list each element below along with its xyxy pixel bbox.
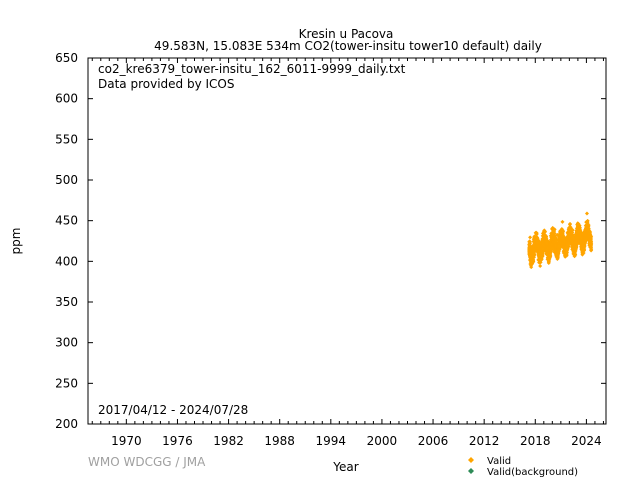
- y-tick-label: 550: [55, 132, 78, 146]
- legend-label-valid-background: Valid(background): [487, 467, 578, 478]
- data-point: [586, 223, 591, 228]
- data-point: [561, 229, 566, 234]
- data-point: [538, 263, 543, 268]
- data-point: [588, 230, 593, 235]
- data-point: [539, 257, 544, 262]
- data-point: [564, 250, 569, 255]
- data-point: [527, 241, 532, 246]
- data-point: [534, 231, 539, 236]
- x-tick-label: 2024: [571, 434, 602, 448]
- provider-annotation: Data provided by ICOS: [98, 77, 234, 91]
- data-point: [589, 234, 594, 239]
- x-tick-label: 1970: [111, 434, 142, 448]
- y-tick-label: 250: [55, 376, 78, 390]
- data-point: [531, 259, 536, 264]
- x-tick-label: 2018: [520, 434, 551, 448]
- data-point: [589, 246, 594, 251]
- data-points: [527, 211, 594, 270]
- y-tick-label: 600: [55, 92, 78, 106]
- axes: 200 250 300 350 400 450 500 550 600 650 1970 1976 19…: [55, 51, 607, 448]
- plot-frame: [87, 57, 607, 425]
- x-tick-label: 2012: [469, 434, 500, 448]
- data-point: [582, 244, 587, 249]
- data-point: [540, 253, 545, 258]
- y-tick-label: 300: [55, 336, 78, 350]
- credit-text: WMO WDCGG / JMA: [88, 455, 206, 469]
- y-tick-label: 450: [55, 214, 78, 228]
- data-point: [584, 211, 589, 216]
- legend-marker-valid-background: [468, 468, 474, 474]
- x-tick-label: 1976: [162, 434, 193, 448]
- data-point: [548, 253, 553, 258]
- data-point: [566, 243, 571, 248]
- data-point: [564, 253, 569, 258]
- y-axis-label: ppm: [9, 228, 23, 255]
- x-tick-label: 1994: [316, 434, 347, 448]
- x-tick-label: 1988: [264, 434, 295, 448]
- data-point: [585, 218, 590, 223]
- data-point: [543, 229, 548, 234]
- legend-label-valid: Valid: [487, 456, 511, 467]
- data-point: [573, 252, 578, 257]
- y-tick-label: 500: [55, 173, 78, 187]
- data-point: [570, 228, 575, 233]
- data-point: [544, 234, 549, 239]
- y-tick-label: 650: [55, 51, 78, 65]
- data-point: [556, 254, 561, 259]
- data-point: [568, 221, 573, 226]
- y-tick-label: 400: [55, 254, 78, 268]
- data-point: [589, 241, 594, 246]
- legend: Valid Valid(background): [468, 456, 578, 478]
- x-tick-label: 2000: [367, 434, 398, 448]
- chart-subtitle: 49.583N, 15.083E 534m CO2(tower-insitu t…: [154, 39, 542, 53]
- y-tick-label: 200: [55, 417, 78, 431]
- data-point: [589, 239, 594, 244]
- data-point: [560, 219, 565, 224]
- x-tick-label: 2006: [418, 434, 449, 448]
- x-axis-label: Year: [332, 460, 358, 474]
- legend-marker-valid: [468, 457, 474, 463]
- data-point: [552, 231, 557, 236]
- data-point: [552, 227, 557, 232]
- data-point: [532, 252, 537, 257]
- file-annotation: co2_kre6379_tower-insitu_162_6011-9999_d…: [98, 62, 406, 76]
- data-point: [528, 235, 533, 240]
- data-point: [529, 265, 534, 270]
- x-tick-label: 1982: [213, 434, 244, 448]
- period-annotation: 2017/04/12 - 2024/07/28: [98, 403, 248, 417]
- y-tick-label: 350: [55, 295, 78, 309]
- chart-title: Kresin u Pacova: [299, 27, 394, 41]
- data-point: [556, 251, 561, 256]
